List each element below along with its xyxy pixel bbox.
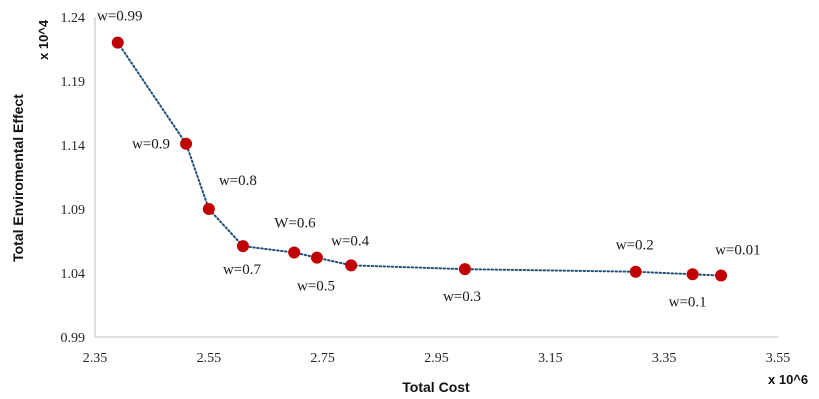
y-scale-label: x 10^4: [36, 19, 51, 60]
x-tick-label: 2.55: [197, 351, 222, 366]
data-point-marker: [715, 269, 728, 282]
y-tick-labels: 0.99 1.04 1.09 1.14 1.19 1.24: [61, 11, 86, 346]
point-label: w=0.8: [219, 173, 257, 189]
x-tick-labels: 2.35 2.55 2.75 2.95 3.15 3.35 3.55: [83, 351, 791, 366]
data-point-marker: [236, 240, 249, 253]
point-label: w=0.01: [715, 243, 761, 259]
x-scale-label: x 10^6: [768, 372, 808, 387]
data-point-marker: [310, 251, 323, 264]
data-point-marker: [202, 203, 215, 215]
x-axis-title: Total Cost: [402, 379, 470, 395]
x-tick-label: 2.95: [424, 351, 449, 366]
data-point-marker: [111, 36, 124, 49]
point-label: w=0.3: [443, 289, 481, 305]
x-tick-label: 3.35: [652, 351, 677, 366]
data-point-marker: [458, 263, 471, 276]
axes: [94, 17, 778, 338]
y-tick-label: 1.19: [61, 75, 86, 90]
x-tick-label: 3.15: [538, 351, 563, 366]
data-point-marker: [686, 268, 699, 281]
data-markers: [111, 36, 728, 282]
x-tick-label: 3.55: [766, 351, 791, 366]
y-tick-label: 1.04: [61, 267, 86, 282]
point-label: w=0.5: [297, 279, 335, 295]
point-label: w=0.99: [97, 9, 143, 25]
x-tick-label: 2.35: [83, 351, 108, 366]
point-label: w=0.4: [331, 233, 370, 249]
data-point-marker: [180, 137, 193, 150]
y-tick-label: 1.14: [61, 139, 86, 154]
data-point-marker: [288, 246, 301, 259]
data-point-marker: [345, 259, 358, 272]
point-label: W=0.6: [274, 216, 316, 232]
point-label: w=0.7: [223, 262, 262, 278]
point-label: w=0.1: [669, 294, 707, 310]
y-tick-label: 1.09: [61, 203, 86, 218]
point-labels: w=0.99 w=0.9 w=0.8 w=0.7 W=0.6 w=0.5 w=0.4 w=0.…: [97, 9, 761, 311]
y-axis-title: Total Enviromental Effect: [10, 94, 26, 262]
data-point-marker: [629, 265, 642, 278]
x-tick-label: 2.75: [310, 351, 335, 366]
point-label: w=0.2: [616, 238, 654, 254]
y-tick-label: 1.24: [61, 11, 86, 26]
point-label: w=0.9: [132, 137, 170, 153]
y-tick-label: 0.99: [61, 331, 86, 346]
